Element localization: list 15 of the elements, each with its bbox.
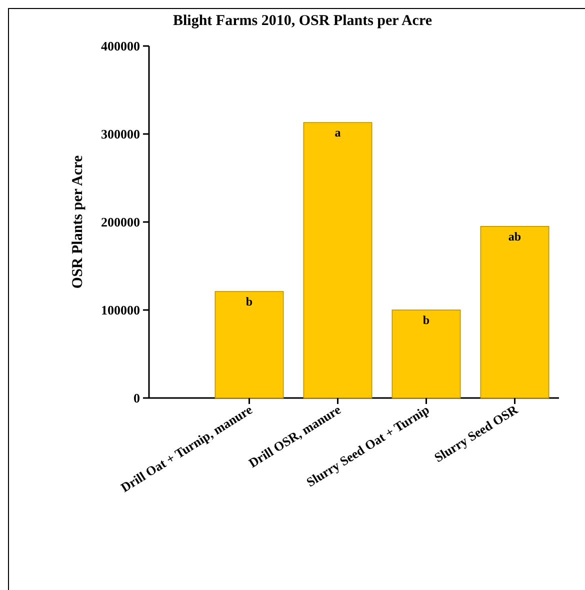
bar (214, 291, 284, 398)
annotation: b (422, 313, 430, 327)
annotation: b (246, 294, 253, 309)
annotation: a (334, 126, 341, 140)
y-tick-label: 200000 (101, 214, 140, 230)
y-tick-label: 300000 (101, 126, 140, 142)
bar (392, 310, 461, 398)
y-tick-label: 100000 (101, 302, 140, 318)
y-axis-title: OSR Plants per Acre (70, 155, 86, 289)
y-tick-label: 0 (134, 390, 140, 406)
annotation: ab (508, 229, 522, 244)
bar (303, 122, 372, 398)
chart-title: Blight Farms 2010, OSR Plants per Acre (172, 13, 432, 29)
bar (480, 226, 550, 398)
y-tick-label: 400000 (101, 38, 140, 54)
